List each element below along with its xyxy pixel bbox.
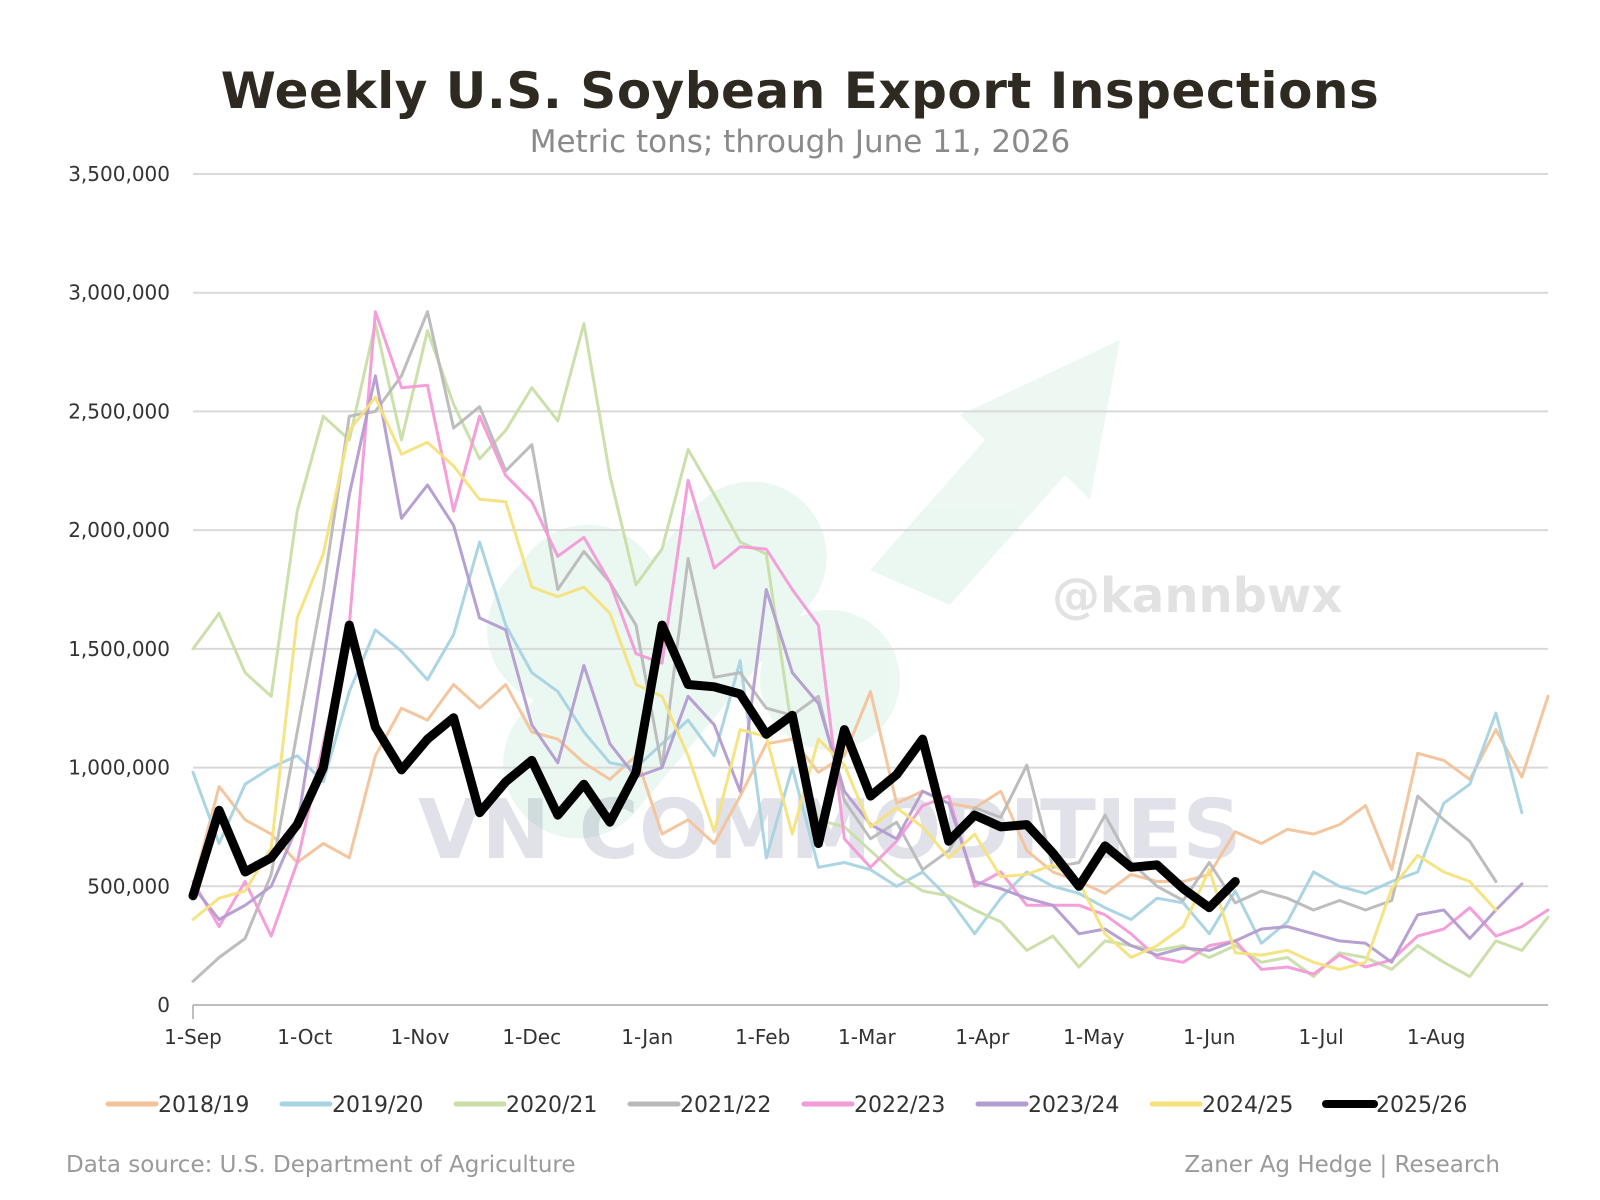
series-line-2019-20 [191,540,1524,945]
series-line-2024-25 [191,395,1498,971]
data-source-note: Data source: U.S. Department of Agricult… [66,1152,576,1178]
legend-label: 2020/21 [506,1093,597,1118]
series-line-2022-23 [191,310,1550,976]
x-tick-label: 1-Feb [735,1025,790,1049]
x-tick-label: 1-Nov [390,1025,449,1049]
legend-label: 2024/25 [1202,1093,1293,1118]
y-tick-label: 0 [157,993,170,1017]
series-line-2018-19 [191,683,1550,895]
y-axis: 0 500,000 1,000,000 1,500,000 2,000,000 2,500… [68,162,194,1019]
watermark-handle: @kannbwx [1052,568,1342,624]
legend-label: 2018/19 [158,1093,249,1118]
x-axis: 1-Sep 1-Oct 1-Nov 1-Dec 1-Jan 1-Feb 1-Mar 1-Apr… [164,1025,1465,1049]
legend-label: 2022/23 [854,1093,945,1118]
x-tick-label: 1-Jun [1183,1025,1235,1049]
watermark-arrow [870,340,1120,605]
x-tick-label: 1-Apr [955,1025,1010,1049]
x-tick-label: 1-Dec [502,1025,561,1049]
credit-note: Zaner Ag Hedge | Research [1184,1152,1500,1178]
legend-label: 2019/20 [332,1093,423,1118]
x-tick-label: 1-Mar [838,1025,896,1049]
x-tick-label: 1-Jul [1298,1025,1343,1049]
watermark-graphic: @kannbwx VN COMMODITIES [418,340,1342,878]
chart-subtitle: Metric tons; through June 11, 2026 [529,124,1071,160]
series-line-2023-24 [191,374,1524,964]
x-tick-label: 1-Oct [277,1025,332,1049]
series-line-2021-22 [191,310,1498,983]
legend-label: 2021/22 [680,1093,771,1118]
legend: 2018/19 2019/20 2020/21 2021/22 2022/23 2023/… [105,1093,1467,1118]
y-tick-label: 2,500,000 [68,399,170,423]
y-tick-label: 1,500,000 [68,637,170,661]
gridlines [193,173,1548,1006]
x-tick-label: 1-Jan [621,1025,673,1049]
watermark-bar-1 [487,524,663,706]
x-tick-label: 1-May [1063,1025,1124,1049]
x-tick-label: 1-Aug [1407,1025,1466,1049]
y-tick-label: 3,500,000 [68,162,170,186]
y-tick-label: 1,000,000 [68,756,170,780]
series-lines [188,310,1550,983]
legend-label: 2023/24 [1028,1093,1119,1118]
y-tick-label: 2,000,000 [68,518,170,542]
chart-title: Weekly U.S. Soybean Export Inspections [220,62,1380,120]
y-tick-label: 3,000,000 [68,281,170,305]
y-tick-label: 500,000 [87,874,170,898]
watermark-bar-2 [503,481,827,839]
x-tick-label: 1-Sep [164,1025,222,1049]
legend-label: 2025/26 [1376,1093,1467,1118]
series-line-2025-26 [188,620,1240,913]
